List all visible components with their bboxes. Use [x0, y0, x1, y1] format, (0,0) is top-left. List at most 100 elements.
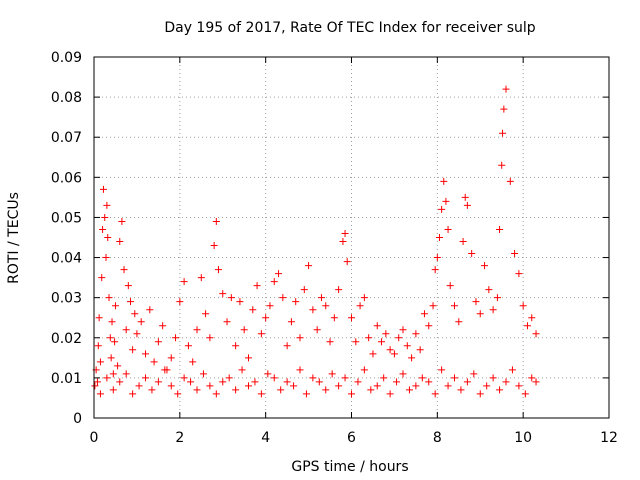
data-point — [378, 338, 386, 346]
data-point — [485, 286, 493, 294]
data-point — [341, 229, 349, 237]
data-point — [283, 342, 291, 350]
data-point — [238, 366, 246, 374]
data-point — [360, 366, 368, 374]
data-point — [116, 378, 124, 386]
data-point — [99, 225, 107, 233]
data-point — [322, 386, 330, 394]
data-point — [189, 358, 197, 366]
data-point — [122, 326, 130, 334]
data-point — [498, 161, 506, 169]
data-point — [212, 217, 220, 225]
data-point — [532, 330, 540, 338]
data-point — [275, 270, 283, 278]
data-points — [91, 85, 540, 398]
data-point — [99, 185, 107, 193]
data-point — [496, 386, 504, 394]
data-point — [142, 374, 149, 382]
data-point — [499, 129, 507, 137]
data-point — [343, 258, 351, 266]
data-point — [380, 374, 388, 382]
data-point — [399, 370, 407, 378]
data-point — [515, 382, 523, 390]
data-point — [150, 358, 158, 366]
data-point — [365, 334, 373, 342]
data-point — [386, 390, 394, 398]
data-point — [444, 382, 452, 390]
data-point — [408, 354, 416, 362]
y-tick-label: 0.08 — [51, 90, 82, 106]
data-point — [438, 205, 446, 213]
data-point — [373, 382, 381, 390]
data-point — [111, 302, 119, 310]
data-point — [91, 382, 99, 390]
data-point — [172, 334, 180, 342]
data-point — [104, 234, 112, 241]
data-point — [287, 318, 295, 326]
data-point — [292, 298, 300, 306]
data-point — [420, 310, 428, 318]
y-tick-label: 0.09 — [51, 50, 82, 66]
data-point — [367, 386, 375, 394]
data-point — [425, 378, 433, 386]
data-point — [521, 390, 529, 398]
data-point — [457, 386, 465, 394]
data-point — [94, 342, 102, 350]
data-point — [154, 338, 162, 346]
data-point — [528, 374, 536, 382]
data-point — [118, 217, 126, 225]
data-point — [393, 378, 401, 386]
x-axis-label: GPS time / hours — [291, 459, 408, 475]
data-point — [131, 310, 139, 318]
data-point — [348, 390, 355, 398]
data-point — [360, 294, 368, 302]
data-point — [180, 278, 188, 286]
data-point — [496, 225, 504, 233]
x-tick-label: 6 — [347, 430, 356, 446]
data-point — [339, 238, 347, 246]
y-tick-label: 0.03 — [51, 291, 82, 307]
data-point — [483, 382, 491, 390]
data-point — [468, 250, 476, 258]
data-point — [455, 318, 463, 326]
data-point — [257, 330, 265, 338]
data-point — [416, 346, 424, 354]
data-point — [253, 282, 261, 290]
data-point — [98, 274, 106, 282]
data-point — [251, 378, 259, 386]
data-point — [515, 270, 523, 278]
data-point — [451, 374, 458, 382]
data-point — [126, 298, 134, 306]
x-tick-label: 0 — [90, 430, 99, 446]
data-point — [463, 378, 471, 386]
data-point — [489, 306, 497, 314]
data-point — [223, 318, 231, 326]
data-point — [476, 390, 484, 398]
data-point — [279, 294, 287, 302]
data-point — [120, 266, 128, 274]
data-point — [245, 382, 252, 390]
data-point — [111, 338, 119, 346]
data-point — [109, 370, 117, 378]
data-point — [328, 370, 336, 378]
data-point — [135, 382, 143, 390]
data-point — [214, 266, 222, 274]
data-point — [356, 302, 364, 310]
data-point — [236, 298, 244, 306]
data-point — [317, 294, 325, 302]
data-point — [502, 378, 510, 386]
data-point — [225, 374, 233, 382]
data-point — [193, 326, 201, 334]
data-point — [107, 354, 115, 362]
data-point — [283, 378, 291, 386]
data-point — [493, 294, 501, 302]
y-axis-label: ROTI / TECUs — [6, 192, 22, 284]
y-tick-label: 0.06 — [51, 170, 82, 186]
data-point — [232, 386, 240, 394]
data-point — [335, 382, 343, 390]
data-point — [219, 290, 227, 298]
data-point — [511, 250, 519, 258]
data-point — [354, 378, 362, 386]
y-tick-label: 0.05 — [51, 210, 82, 226]
data-point — [296, 334, 304, 342]
